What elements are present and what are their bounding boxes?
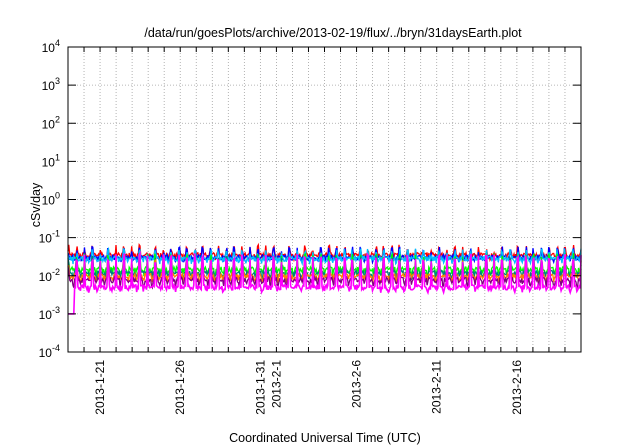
x-tick-label: 2013-2-16 (510, 360, 524, 415)
y-tick-label: 10-1 (39, 229, 60, 246)
y-tick-label: 10-2 (39, 267, 60, 284)
y-tick-label: 102 (42, 114, 60, 131)
ticks (68, 46, 581, 353)
y-tick-label: 10-3 (39, 305, 60, 322)
y-tick-labels: 10-4 10-3 10-2 10-1 100 101 102 103 104 (39, 38, 60, 360)
y-tick-label: 100 (42, 191, 60, 208)
series-line (67, 246, 582, 267)
y-tick-label: 10-4 (39, 343, 60, 360)
x-tick-label: 2013-2-6 (350, 360, 364, 408)
chart-title: /data/run/goesPlots/archive/2013-02-19/f… (144, 26, 522, 40)
y-tick-label: 103 (42, 76, 60, 93)
series-layer (67, 242, 582, 315)
x-axis-label: Coordinated Universal Time (UTC) (229, 431, 421, 445)
x-tick-label: 2013-1-21 (93, 360, 107, 415)
y-tick-label: 101 (42, 152, 60, 169)
grid (68, 47, 581, 352)
x-tick-labels: 2013-1-21 2013-1-26 2013-1-31 2013-2-1 2013-… (93, 360, 524, 415)
x-tick-label: 2013-1-26 (173, 360, 187, 415)
y-tick-label: 104 (42, 38, 60, 55)
x-tick-label: 2013-2-11 (430, 360, 444, 414)
x-tick-label: 2013-1-31 (253, 360, 267, 415)
series-line (67, 254, 582, 282)
y-axis-label: cSv/day (29, 182, 43, 227)
series-line (67, 258, 582, 285)
x-tick-label: 2013-2-1 (269, 360, 283, 408)
series-line (68, 250, 582, 315)
series-line (67, 260, 582, 291)
